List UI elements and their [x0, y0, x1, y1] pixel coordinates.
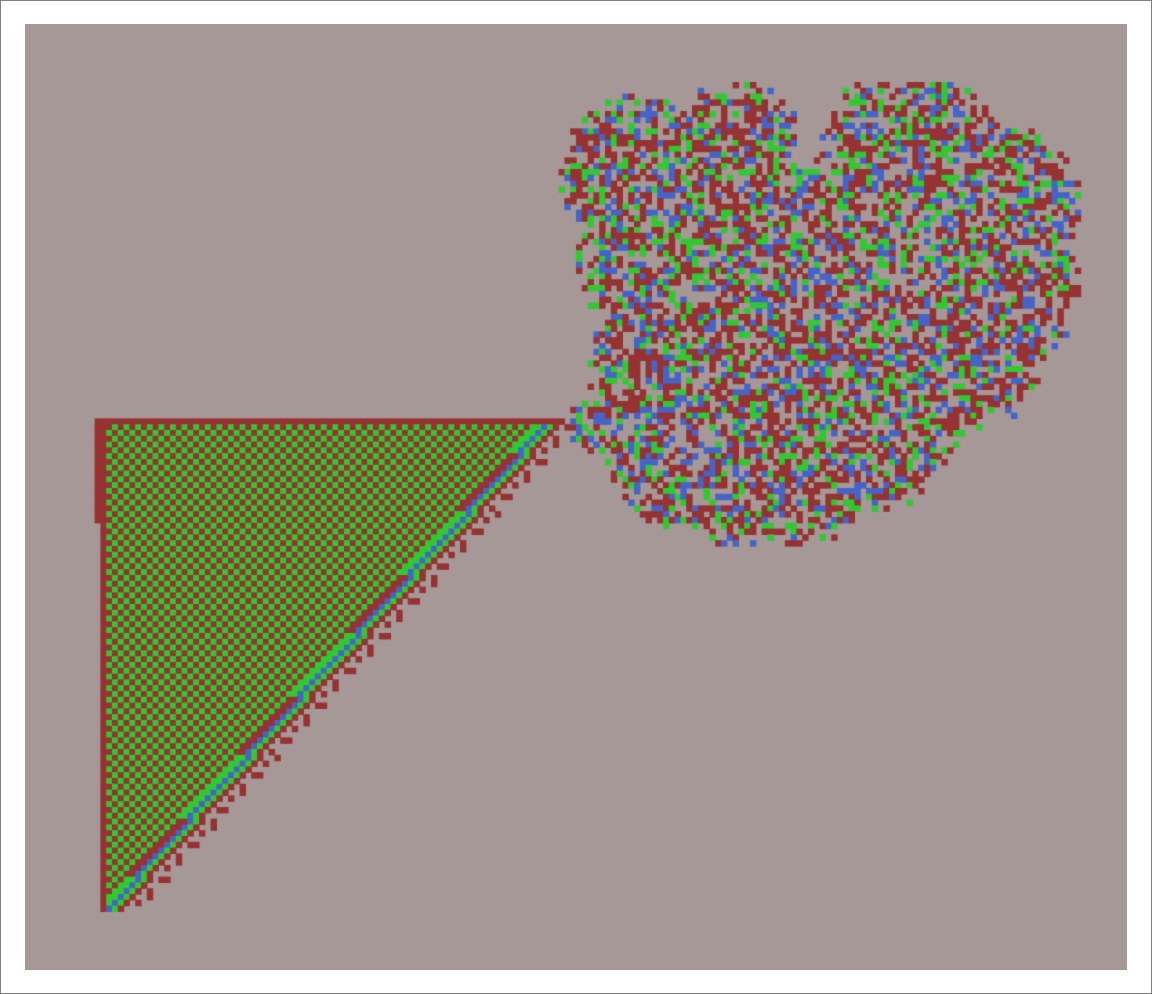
automaton-grid — [25, 24, 1127, 970]
cellular-automaton-canvas — [25, 24, 1127, 970]
